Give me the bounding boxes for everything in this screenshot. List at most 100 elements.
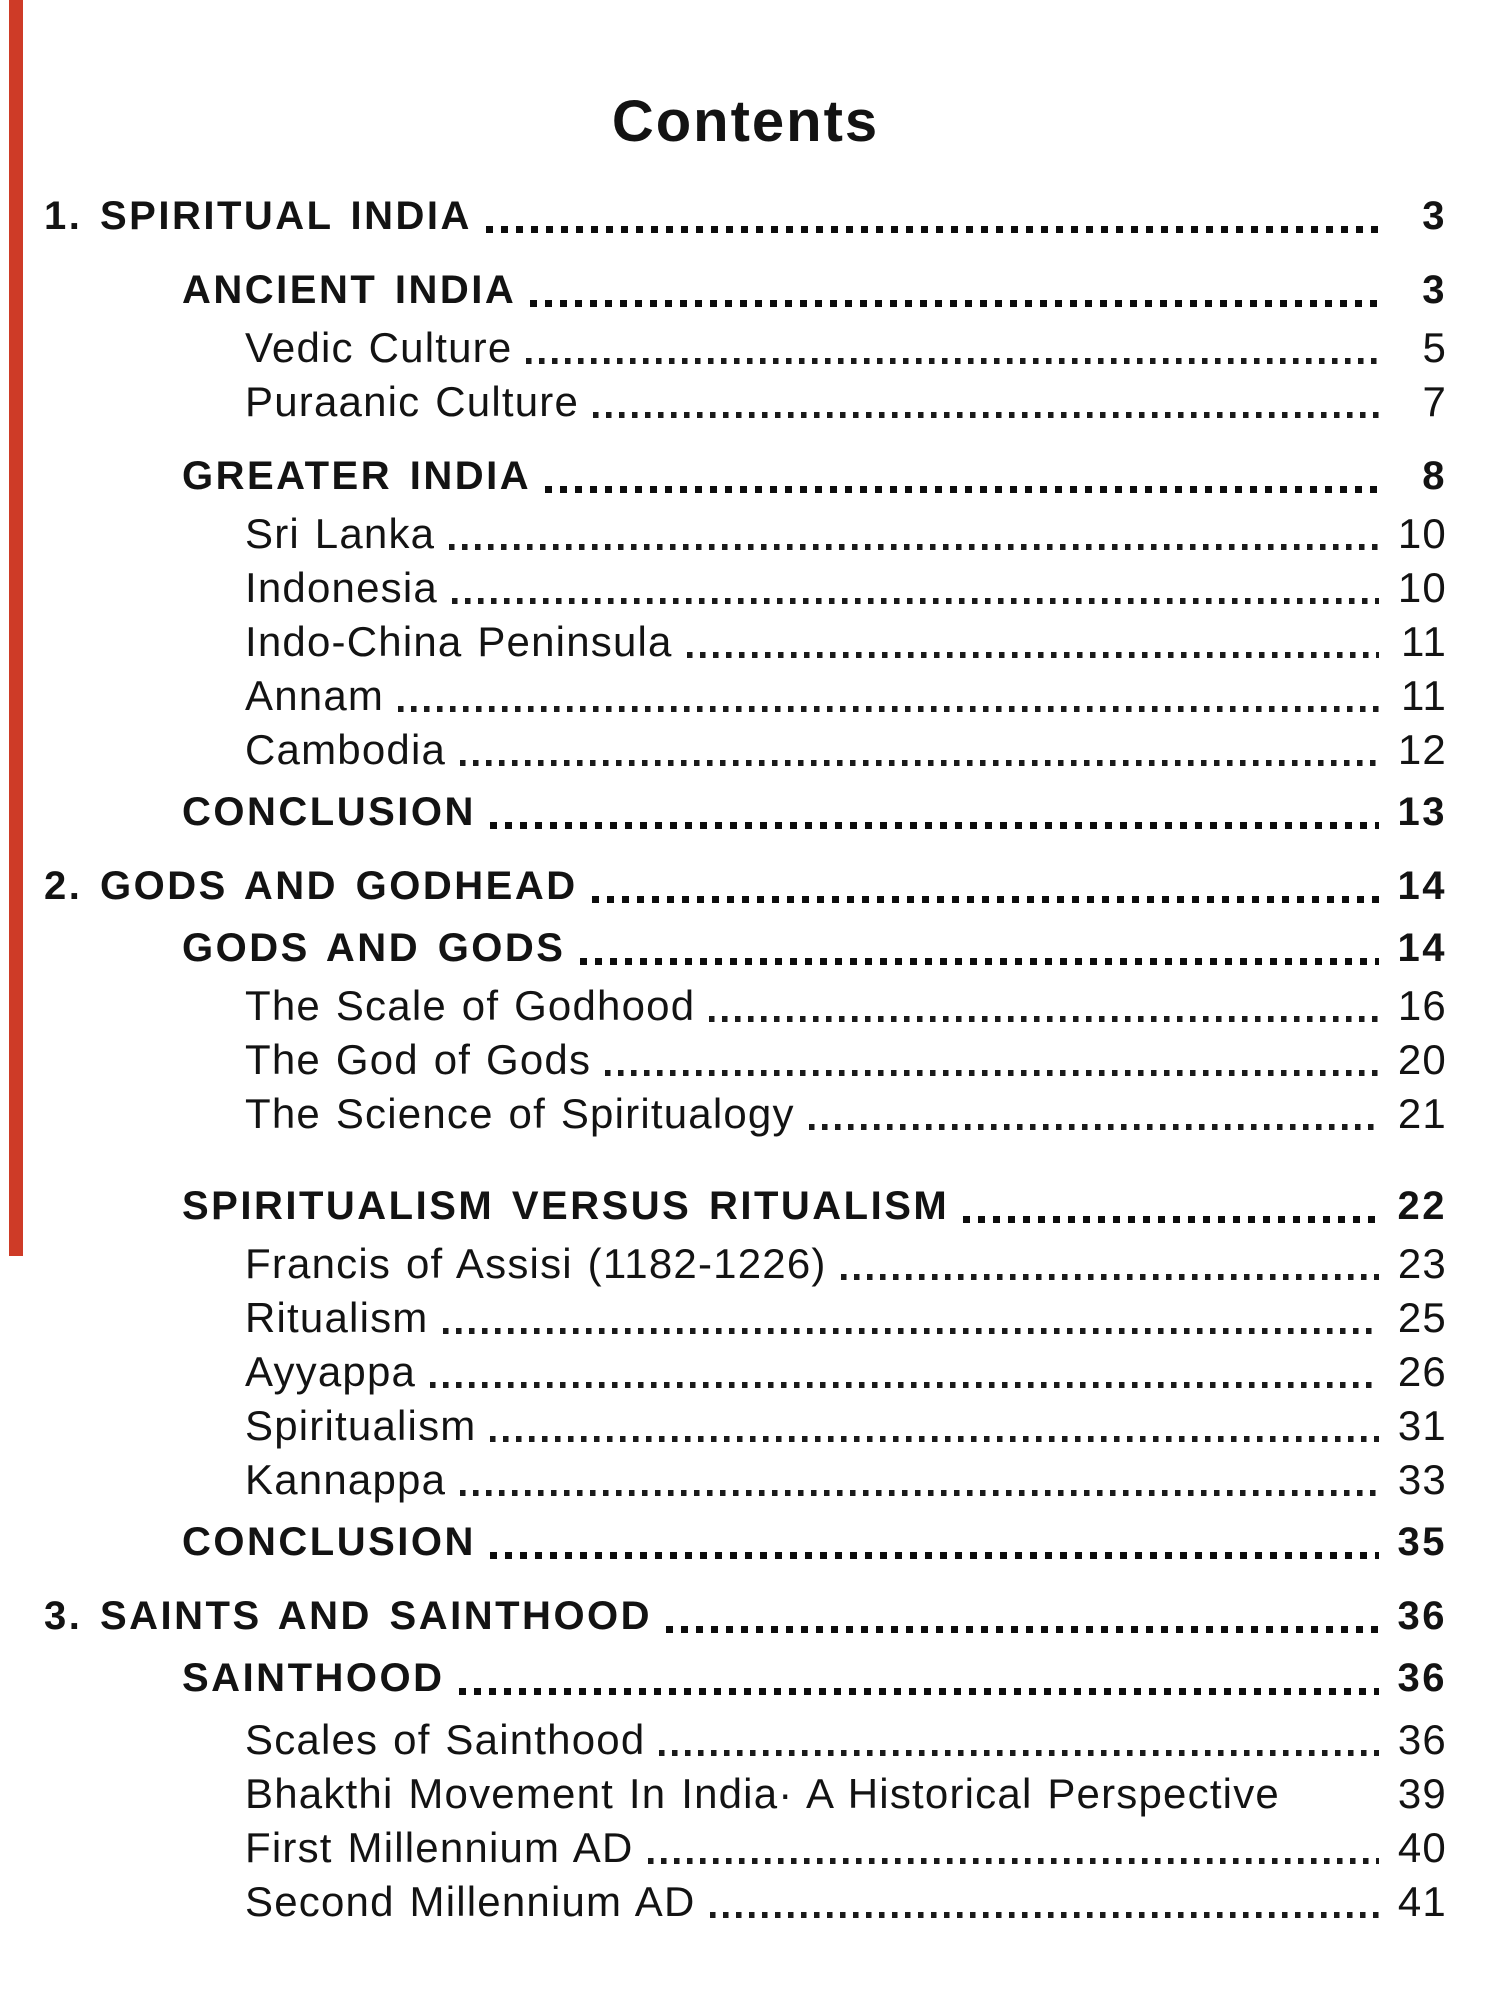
- toc-entry-page: 14: [1397, 864, 1447, 908]
- toc-entry-label: GODS AND GODS: [182, 926, 566, 970]
- toc-entry-page: 11: [1401, 672, 1447, 719]
- toc-entry-label: 1. SPIRITUAL INDIA: [44, 194, 472, 238]
- toc-entry: 1. SPIRITUAL INDIA 3: [44, 189, 1447, 243]
- toc-entry: The God of Gods 20: [44, 1033, 1447, 1087]
- dot-leader: [398, 706, 1379, 712]
- toc-entry-page: 39: [1397, 1770, 1447, 1817]
- toc-entry-page: 35: [1397, 1520, 1447, 1564]
- toc-entry-page: 23: [1397, 1240, 1447, 1287]
- toc-entry-page: 26: [1397, 1348, 1447, 1395]
- toc-entry: The Scale of Godhood 16: [44, 979, 1447, 1033]
- toc-entry-page: 20: [1397, 1036, 1447, 1083]
- dot-leader: [647, 1858, 1379, 1864]
- toc-entry-page: 40: [1397, 1824, 1447, 1871]
- toc-entry-label: Puraanic Culture: [245, 378, 580, 425]
- toc-entry-label: Spiritualism: [245, 1402, 477, 1449]
- toc-entry: Ayyappa 26: [44, 1345, 1447, 1399]
- toc-entry-page: 8: [1422, 454, 1447, 498]
- toc-entry-label: GREATER INDIA: [182, 454, 532, 498]
- dot-leader: [490, 1436, 1379, 1442]
- toc-entry-label: Scales of Sainthood: [245, 1716, 646, 1763]
- toc-entry-page: 10: [1397, 564, 1447, 611]
- toc-entry-page: 13: [1397, 790, 1447, 834]
- dot-leader: [489, 822, 1379, 829]
- toc-entry: Spiritualism 31: [44, 1399, 1447, 1453]
- toc-entry: Sri Lanka 10: [44, 507, 1447, 561]
- dot-leader: [489, 1552, 1379, 1559]
- toc-entry-label: Indonesia: [245, 564, 438, 611]
- toc-entry-page: 33: [1397, 1456, 1447, 1503]
- dot-leader: [449, 544, 1379, 550]
- toc-entry: 3. SAINTS AND SAINTHOOD 36: [44, 1589, 1447, 1643]
- toc-entry-page: 5: [1422, 324, 1447, 371]
- dot-leader: [530, 300, 1379, 307]
- dot-leader: [840, 1274, 1379, 1280]
- dot-leader: [485, 226, 1379, 233]
- toc-entry: 2. GODS AND GODHEAD 14: [44, 859, 1447, 913]
- toc-entry: Ritualism 25: [44, 1291, 1447, 1345]
- toc-entry: Annam 11: [44, 669, 1447, 723]
- toc-entry-label: The Scale of Godhood: [245, 982, 696, 1029]
- dot-leader: [442, 1328, 1379, 1334]
- leader-spacer: [1294, 1804, 1379, 1810]
- toc-entry: SPIRITUALISM VERSUS RITUALISM 22: [44, 1179, 1447, 1233]
- toc-entry: GREATER INDIA 8: [44, 449, 1447, 503]
- toc-entry-page: 36: [1397, 1594, 1447, 1638]
- dot-leader: [709, 1016, 1379, 1022]
- toc-entry-page: 16: [1397, 982, 1447, 1029]
- toc-entry-page: 11: [1401, 618, 1447, 665]
- dot-leader: [545, 486, 1379, 493]
- toc-entry-page: 14: [1397, 926, 1447, 970]
- toc-entry: Indo-China Peninsula 11: [44, 615, 1447, 669]
- toc-entry-label: SAINTHOOD: [182, 1656, 445, 1700]
- toc-entry-page: 22: [1397, 1184, 1447, 1228]
- toc-entry-label: Bhakthi Movement In India· A Historical …: [245, 1770, 1280, 1817]
- toc-entry-label: Ritualism: [245, 1294, 429, 1341]
- toc-entry: Kannappa 33: [44, 1453, 1447, 1507]
- toc-entry-label: Sri Lanka: [245, 510, 436, 557]
- toc-entry-label: ANCIENT INDIA: [182, 268, 517, 312]
- toc-entry-page: 3: [1422, 268, 1447, 312]
- dot-leader: [526, 358, 1379, 364]
- dot-leader: [709, 1912, 1379, 1918]
- dot-leader: [460, 760, 1379, 766]
- toc-entry-label: CONCLUSION: [182, 790, 476, 834]
- toc-entry: First Millennium AD 40: [44, 1821, 1447, 1875]
- toc-entry-label: Second Millennium AD: [245, 1878, 696, 1925]
- toc-entry: CONCLUSION 13: [44, 785, 1447, 839]
- toc-entry: GODS AND GODS 14: [44, 921, 1447, 975]
- toc-entry-label: 3. SAINTS AND SAINTHOOD: [44, 1594, 653, 1638]
- toc-entry: Indonesia 10: [44, 561, 1447, 615]
- toc-entry-page: 10: [1397, 510, 1447, 557]
- toc-entry-page: 36: [1397, 1656, 1447, 1700]
- toc-entry: Second Millennium AD 41: [44, 1875, 1447, 1929]
- dot-leader: [591, 896, 1379, 903]
- dot-leader: [808, 1124, 1379, 1130]
- toc-entry-label: CONCLUSION: [182, 1520, 476, 1564]
- dot-leader: [460, 1490, 1379, 1496]
- dot-leader: [605, 1070, 1379, 1076]
- toc-entry-label: Cambodia: [245, 726, 447, 773]
- dot-leader: [686, 652, 1379, 658]
- toc-entry-page: 12: [1397, 726, 1447, 773]
- toc-entry-label: Vedic Culture: [245, 324, 513, 371]
- toc-entry-label: Francis of Assisi (1182-1226): [245, 1240, 827, 1287]
- toc-entry-label: First Millennium AD: [245, 1824, 634, 1871]
- toc-entry-label: Ayyappa: [245, 1348, 417, 1395]
- dot-leader: [593, 412, 1379, 418]
- toc-entry-label: Indo-China Peninsula: [245, 618, 673, 665]
- toc-entry-page: 31: [1397, 1402, 1447, 1449]
- dot-leader: [451, 598, 1379, 604]
- dot-leader: [458, 1688, 1379, 1695]
- toc-entry-label: The Science of Spiritualogy: [245, 1090, 795, 1137]
- toc-entry-page: 3: [1422, 194, 1447, 238]
- toc-entry-page: 21: [1397, 1090, 1447, 1137]
- toc-entry: Francis of Assisi (1182-1226) 23: [44, 1237, 1447, 1291]
- toc-entry-page: 25: [1397, 1294, 1447, 1341]
- toc-entry-label: Annam: [245, 672, 385, 719]
- dot-leader: [666, 1626, 1379, 1633]
- toc-entry: Bhakthi Movement In India· A Historical …: [44, 1767, 1447, 1821]
- toc-entry: The Science of Spiritualogy 21: [44, 1087, 1447, 1141]
- red-margin-bar: [9, 0, 23, 1256]
